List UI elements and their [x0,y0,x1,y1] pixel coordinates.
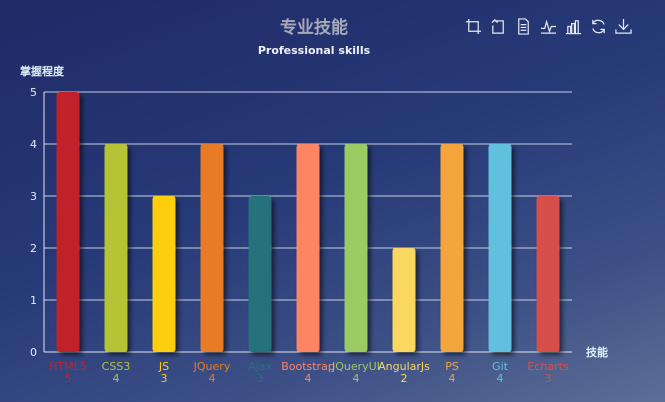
zoom-reset-button[interactable] [489,17,507,35]
bar-css3[interactable] [104,144,128,352]
chart-title: 专业技能 [280,18,348,38]
bar-series [56,92,560,352]
bar-chart-button[interactable] [564,17,582,35]
bar-value-label: 5 [65,372,72,385]
line-chart-icon [540,19,556,34]
bar-value-label: 4 [209,372,216,385]
chart-toolbox [464,17,632,35]
zoom-region-button[interactable] [464,17,482,35]
restore-button[interactable] [589,17,607,35]
data-view-icon [517,17,529,35]
y-tick-label: 1 [30,294,37,307]
bar-js[interactable] [152,196,176,352]
y-axis: 0 1 2 3 4 5 [30,86,45,359]
bar-git[interactable] [488,144,512,352]
x-tick-label: AngularJs [378,360,430,373]
x-tick-label: Echarts [527,360,569,373]
x-tick-label: JQuery [193,360,231,373]
save-image-icon [614,18,632,34]
bar-value-label: 4 [353,372,360,385]
save-image-button[interactable] [614,17,632,35]
bar-echarts[interactable] [536,196,560,352]
chart-subtitle: Professional skills [257,44,371,57]
x-tick-label: Ajax [248,360,272,373]
y-axis-label: 掌握程度 [20,64,65,78]
y-tick-label: 0 [30,346,37,359]
y-tick-label: 2 [30,242,37,255]
x-tick-label: HTML5 [49,360,87,373]
bar-value-label: 4 [497,372,504,385]
x-tick-label: PS [445,360,459,373]
zoom-reset-icon [490,18,504,34]
y-tick-label: 5 [30,86,37,99]
line-chart-button[interactable] [539,17,557,35]
bar-value-label: 4 [113,372,120,385]
bar-ps[interactable] [440,144,464,352]
bar-value-label: 3 [161,372,168,385]
bar-value-label: 3 [257,372,264,385]
zoom-region-icon [465,18,481,34]
bar-chart-icon [565,19,581,34]
x-tick-label: Git [492,360,509,373]
x-tick-label: CSS3 [102,360,131,373]
x-axis-label: 技能 [586,345,608,359]
bar-angularjs[interactable] [392,248,416,352]
bar-value-label: 3 [545,372,552,385]
y-tick-label: 4 [30,138,37,151]
restore-icon [591,19,605,33]
x-tick-label: JS [158,360,169,373]
bar-html5[interactable] [56,92,80,352]
bar-ajax[interactable] [248,196,272,352]
data-view-button[interactable] [514,17,532,35]
x-axis: HTML55CSS34JS3JQuery4Ajax3Bootstrap4JQue… [49,360,569,385]
x-tick-label: JQueryUI [331,360,380,373]
bar-value-label: 4 [449,372,456,385]
x-tick-label: Bootstrap [281,360,335,373]
bar-bootstrap[interactable] [296,144,320,352]
bar-jquery[interactable] [200,144,224,352]
bar-jqueryui[interactable] [344,144,368,352]
y-tick-label: 3 [30,190,37,203]
bar-value-label: 2 [401,372,408,385]
bar-value-label: 4 [305,372,312,385]
